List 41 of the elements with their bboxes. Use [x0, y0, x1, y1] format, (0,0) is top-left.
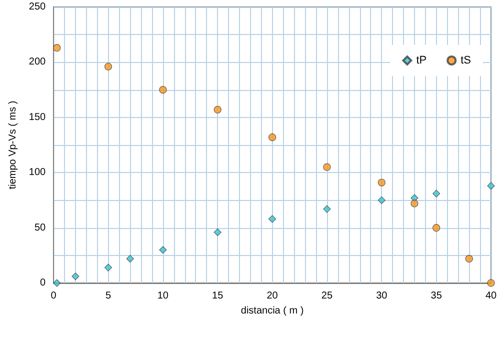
x-tick-label: 20 [266, 290, 278, 302]
point [104, 62, 112, 70]
point [323, 163, 331, 171]
x-tick-label: 10 [157, 290, 169, 302]
point [159, 246, 167, 254]
x-tick-label: 15 [212, 290, 224, 302]
point [53, 279, 61, 287]
point [104, 264, 112, 272]
x-tick-label: 25 [321, 290, 333, 302]
point [214, 228, 222, 236]
legend-label: tP [416, 54, 427, 66]
point [159, 86, 167, 94]
y-tick-label: 50 [34, 222, 46, 234]
x-tick-label: 35 [430, 290, 442, 302]
y-axis-title: tiempo Vp-Vs ( ms ) [8, 100, 18, 190]
point [268, 133, 276, 142]
y-tick-label: 0 [40, 278, 46, 288]
point [410, 200, 418, 208]
legend-label: tS [460, 54, 472, 66]
y-tick-label: 250 [28, 2, 46, 12]
point [487, 182, 495, 190]
point [487, 279, 495, 287]
point [268, 215, 276, 223]
point [72, 272, 80, 280]
y-tick-label: 200 [28, 56, 46, 68]
x-tick-label: 30 [376, 290, 388, 302]
x-tick-label: 5 [105, 290, 112, 302]
y-tick-label: 100 [28, 167, 46, 178]
point [214, 106, 222, 114]
point [378, 178, 386, 186]
point [53, 44, 61, 52]
x-tick-label: 40 [485, 290, 497, 302]
x-tick-label: 0 [50, 290, 57, 302]
y-tick-label: 150 [28, 112, 46, 123]
point [432, 224, 440, 232]
x-axis-title: distancia ( m ) [240, 305, 304, 316]
point [432, 190, 440, 198]
point [378, 196, 386, 204]
point [465, 254, 473, 263]
point [323, 205, 331, 213]
point [126, 254, 134, 263]
